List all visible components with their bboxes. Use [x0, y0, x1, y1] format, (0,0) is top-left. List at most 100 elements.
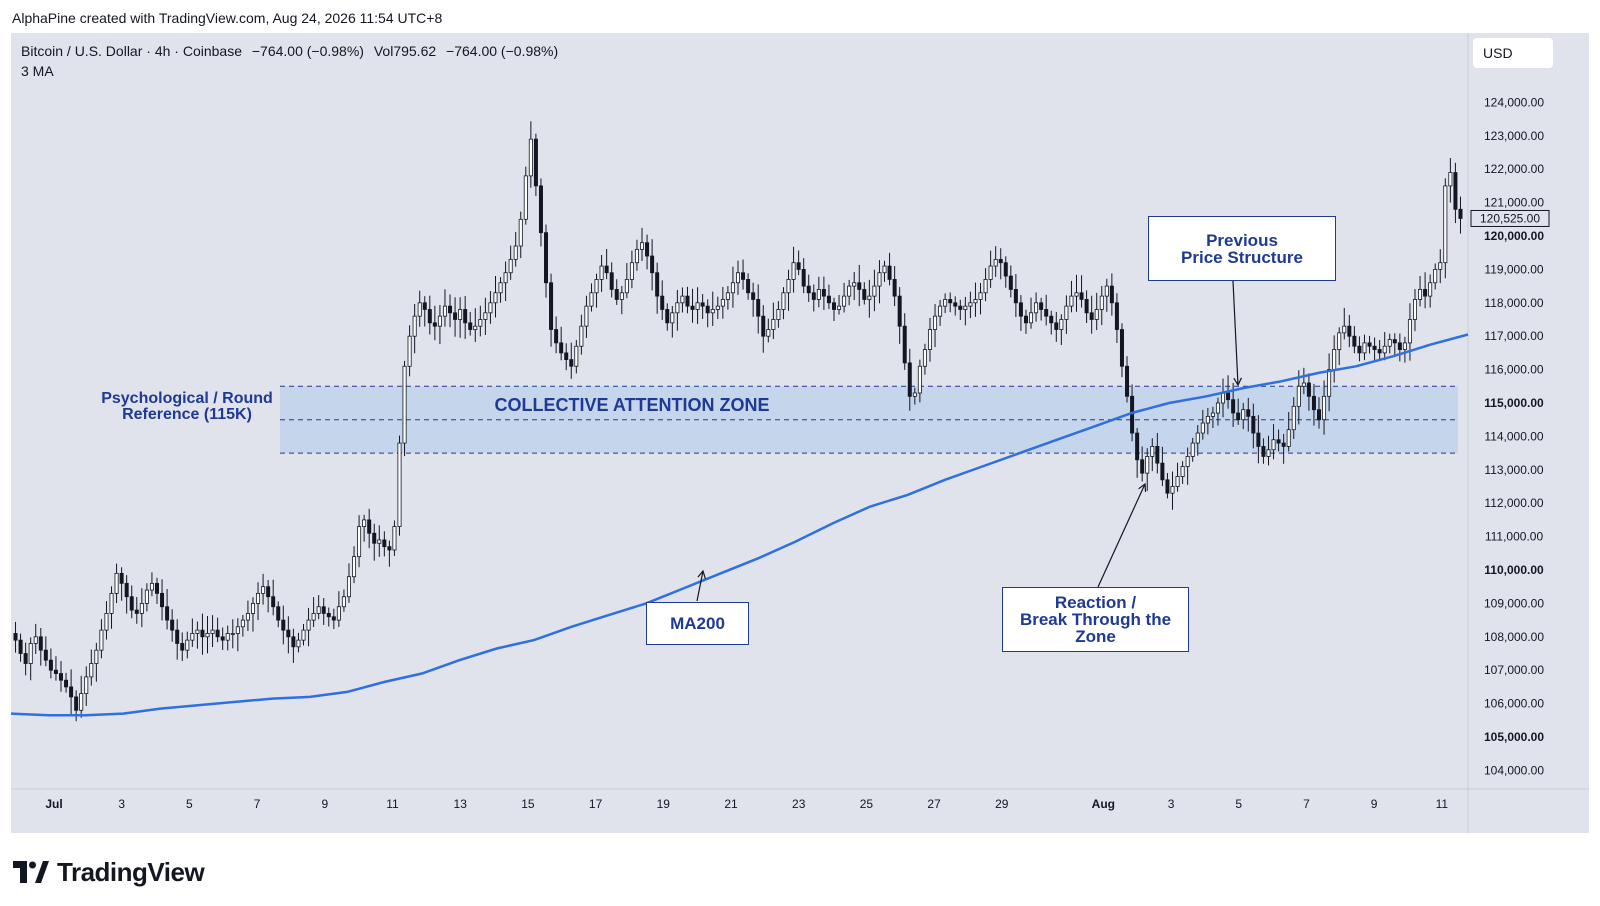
indicator-legend[interactable]: 3 MA: [21, 63, 54, 79]
candle: [341, 589, 346, 612]
candle: [235, 618, 240, 652]
candle: [503, 261, 508, 302]
candle: [902, 313, 907, 370]
candle: [1392, 333, 1397, 356]
time-tick-label: Aug: [1092, 797, 1115, 811]
candle: [528, 121, 533, 188]
candle: [852, 271, 857, 301]
reaction-callout-line3: Zone: [1075, 627, 1116, 646]
candle: [1428, 274, 1433, 308]
candle: [943, 293, 948, 314]
candle: [629, 250, 634, 289]
zone-label: COLLECTIVE ATTENTION ZONE: [495, 395, 770, 415]
time-axis[interactable]: Jul 3 5 7 9 11 13 15 17 19 21 23 25 27 29 Aug 3 5 7 9 11: [45, 797, 1448, 811]
symbol-legend: Bitcoin / U.S. Dollar · 4h · Coinbase −7…: [21, 41, 558, 81]
candles: [13, 121, 1463, 722]
price-tick-label: 121,000.00: [1484, 196, 1544, 210]
candle: [675, 289, 680, 331]
candle: [559, 326, 564, 361]
candle: [988, 250, 993, 288]
time-tick-label: 7: [1303, 797, 1310, 811]
tradingview-logo-text: TradingView: [57, 856, 205, 887]
price-tick-label: 113,000.00: [1484, 463, 1543, 477]
candle: [139, 588, 144, 628]
candle: [1261, 438, 1266, 464]
candle: [700, 294, 705, 319]
candle: [1155, 432, 1160, 474]
annotation-arrows: [696, 280, 1243, 602]
candle: [1342, 307, 1347, 340]
candle: [831, 297, 836, 321]
candle: [331, 608, 336, 630]
psych-label-line1: Psychological / Round: [101, 390, 273, 407]
candle: [104, 601, 109, 640]
ma200-arrow: [696, 569, 706, 602]
candle: [478, 305, 483, 337]
time-tick-label: 13: [454, 797, 468, 811]
candle: [1347, 314, 1352, 348]
time-tick-label: 19: [657, 797, 671, 811]
candle: [1135, 428, 1140, 478]
candle: [1382, 332, 1387, 361]
candle: [357, 515, 362, 568]
candle: [1291, 397, 1296, 439]
tradingview-logo[interactable]: TradingView: [13, 856, 205, 887]
candle: [33, 623, 38, 654]
price-change: −764.00 (−0.98%): [251, 43, 364, 59]
candle: [200, 613, 205, 655]
candle: [1059, 314, 1064, 346]
candle: [1413, 289, 1418, 332]
candle: [948, 292, 953, 313]
ma200-callout: MA200: [646, 602, 749, 645]
candle: [1357, 336, 1362, 362]
price-axis[interactable]: 104,000.00 105,000.00 106,000.00 107,000.00…: [1470, 95, 1550, 777]
candle: [1140, 446, 1145, 482]
candle: [38, 627, 43, 666]
time-tick-label: 3: [1168, 797, 1175, 811]
candle: [94, 642, 99, 682]
candle: [1251, 403, 1256, 449]
candle: [129, 585, 134, 619]
candle: [266, 580, 271, 613]
candle: [1160, 446, 1165, 487]
candle: [458, 297, 463, 338]
previous-callout-line1: Previous: [1206, 230, 1278, 250]
price-tick-label: 106,000.00: [1484, 697, 1544, 711]
candle: [1332, 335, 1337, 383]
currency-selector[interactable]: USD: [1473, 38, 1553, 68]
ma200-polyline: [11, 333, 1469, 717]
candle: [1337, 327, 1342, 366]
candle: [796, 250, 801, 276]
candle: [468, 311, 473, 336]
candle: [857, 264, 862, 307]
candle: [549, 273, 554, 347]
reaction-arrow: [1097, 482, 1147, 588]
ma200-callout-text: MA200: [670, 614, 725, 633]
candle: [493, 275, 498, 318]
candle: [751, 282, 756, 317]
candle: [730, 266, 735, 308]
chart-canvas[interactable]: 104,000.00 105,000.00 106,000.00 107,000.00…: [11, 33, 1589, 833]
candle: [432, 305, 437, 341]
time-tick-label: 5: [1235, 797, 1242, 811]
candle: [58, 661, 63, 692]
candle: [1377, 340, 1382, 360]
candle: [821, 276, 826, 310]
symbol-title[interactable]: Bitcoin / U.S. Dollar · 4h · Coinbase: [21, 43, 242, 59]
candle: [736, 260, 741, 295]
candle: [518, 211, 523, 259]
time-tick-label: 11: [386, 797, 399, 811]
candle: [741, 259, 746, 290]
candle: [604, 249, 609, 280]
candle: [1301, 367, 1306, 395]
time-tick-label: 23: [792, 797, 806, 811]
candle: [488, 291, 493, 324]
candle: [650, 239, 655, 291]
chart-pane[interactable]: 104,000.00 105,000.00 106,000.00 107,000.00…: [11, 33, 1589, 833]
candle: [1423, 272, 1428, 309]
candle: [195, 621, 200, 649]
candle: [346, 563, 351, 603]
price-tick-label: 104,000.00: [1484, 763, 1544, 777]
candle: [599, 254, 604, 292]
candle: [538, 178, 543, 247]
